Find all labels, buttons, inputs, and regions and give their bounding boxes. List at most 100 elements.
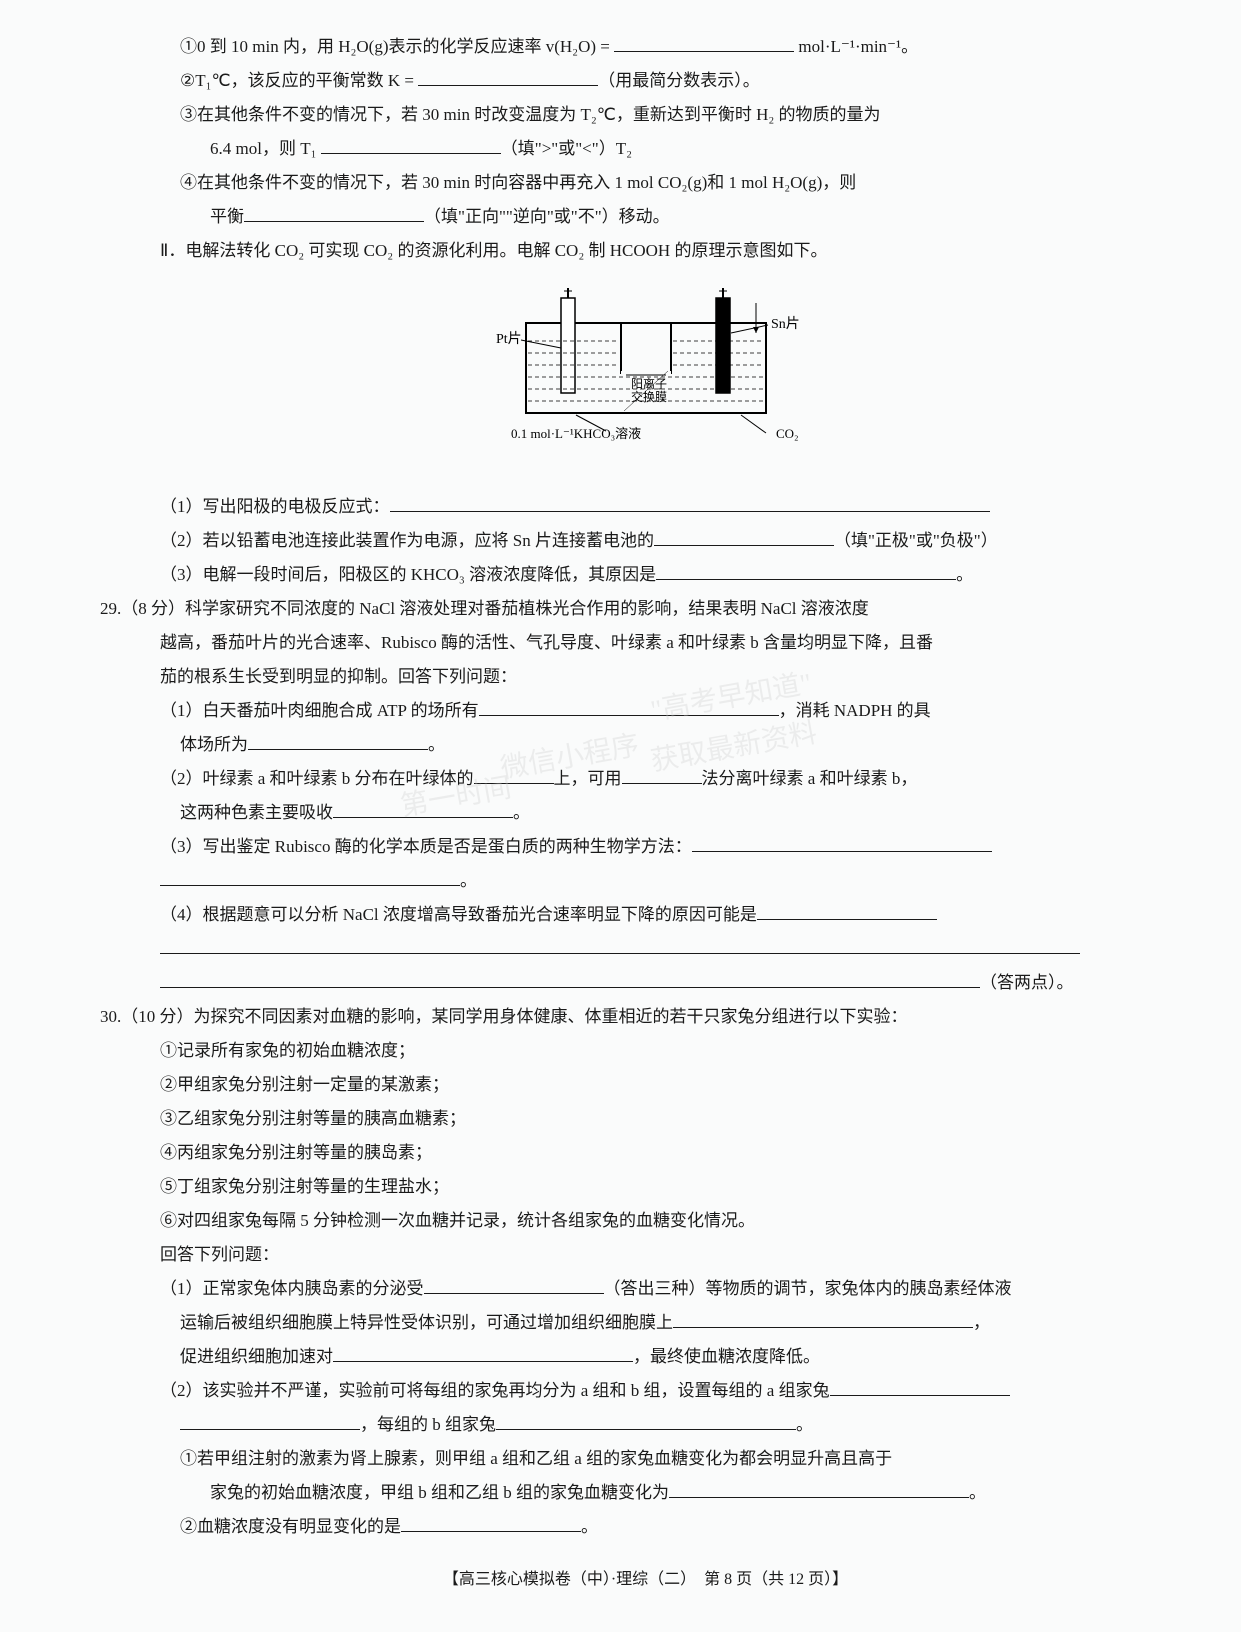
- blank: [622, 766, 702, 784]
- q28-item3c: （填">"或"<"）T₂: [501, 139, 632, 158]
- q29-sub4-blank1: [100, 932, 1191, 966]
- blank: [180, 1412, 360, 1430]
- q29-header2: 越高，番茄叶片的光合速率、Rubisco 酶的活性、气孔导度、叶绿素 a 和叶绿…: [100, 626, 1191, 660]
- blank: [479, 698, 779, 716]
- q30-step6: ⑥对四组家兔每隔 5 分钟检测一次血糖并记录，统计各组家兔的血糖变化情况。: [100, 1204, 1191, 1238]
- q30-step4: ④丙组家兔分别注射等量的胰岛素；: [100, 1136, 1191, 1170]
- q30-step5: ⑤丁组家兔分别注射等量的生理盐水；: [100, 1170, 1191, 1204]
- q30-sub1f: ，最终使血糖浓度降低。: [633, 1347, 820, 1366]
- q29-sub1c-line: 体场所为 。: [100, 728, 1191, 762]
- q28-item1: ①0 到 10 min 内，用 H₂O(g)表示的化学反应速率 v(H₂O) =…: [100, 30, 1191, 64]
- q28-sub2: （2）若以铅蓄电池连接此装置作为电源，应将 Sn 片连接蓄电池的（填"正极"或"…: [100, 524, 1191, 558]
- q28-item2b: （用最简分数表示）。: [598, 71, 760, 90]
- q28-partII: Ⅱ．电解法转化 CO₂ 可实现 CO₂ 的资源化利用。电解 CO₂ 制 HCOO…: [100, 234, 1191, 268]
- q29-sub2b: 上，可用: [554, 769, 622, 788]
- q28-item1-unit: mol·L⁻¹·min⁻¹。: [794, 37, 918, 56]
- membrane-label1: 阳离子: [631, 376, 667, 391]
- q30-sub2b: ，每组的 b 组家兔: [360, 1415, 496, 1434]
- q29-sub3a: （3）写出鉴定 Rubisco 酶的化学本质是否是蛋白质的两种生物学方法：: [160, 837, 692, 856]
- q30-sub2a: （2）该实验并不严谨，实验前可将每组的家兔再均分为 a 组和 b 组，设置每组的…: [160, 1381, 830, 1400]
- q29-sub3: （3）写出鉴定 Rubisco 酶的化学本质是否是蛋白质的两种生物学方法：: [100, 830, 1191, 864]
- q29-sub4b: （答两点）。: [980, 973, 1074, 992]
- q28-item4b: 平衡: [210, 207, 244, 226]
- blank: [496, 1412, 796, 1430]
- q30-sub2-1a: ①若甲组注射的激素为肾上腺素，则甲组 a 组和乙组 a 组的家兔血糖变化为都会明…: [100, 1442, 1191, 1476]
- q30-sub2c: 。: [796, 1415, 813, 1434]
- page-footer: 【高三核心模拟卷（中）·理综（二） 第 8 页（共 12 页）】: [100, 1564, 1191, 1596]
- q30-step1: ①记录所有家兔的初始血糖浓度；: [100, 1034, 1191, 1068]
- q29-sub2e: 。: [513, 803, 530, 822]
- q30-sub1a: （1）正常家兔体内胰岛素的分泌受: [160, 1279, 424, 1298]
- q29-sub2d: 这两种色素主要吸收: [180, 803, 333, 822]
- q29-sub3b-line: 。: [100, 864, 1191, 898]
- q30-step2: ②甲组家兔分别注射一定量的某激素；: [100, 1068, 1191, 1102]
- blank: [160, 936, 1080, 954]
- q29-header: 29.（8 分）科学家研究不同浓度的 NaCl 溶液处理对番茄植株光合作用的影响…: [100, 592, 1191, 626]
- q28-item3b-line: 6.4 mol，则 T₁ （填">"或"<"）T₂: [100, 132, 1191, 166]
- blank: [333, 800, 513, 818]
- q29-sub1c: 体场所为: [180, 735, 248, 754]
- blank: [654, 528, 834, 546]
- q29-header3: 茄的根系生长受到明显的抑制。回答下列问题：: [100, 660, 1191, 694]
- pt-label: Pt片: [496, 331, 522, 347]
- q28-item3b: 6.4 mol，则 T₁: [210, 139, 321, 158]
- q28-sub3: （3）电解一段时间后，阳极区的 KHCO₃ 溶液浓度降低，其原因是。: [100, 558, 1191, 592]
- q28-item4b-line: 平衡 （填"正向""逆向"或"不"）移动。: [100, 200, 1191, 234]
- q29-sub1b: ，消耗 NADPH 的具: [779, 701, 931, 720]
- co2-label: CO₂: [776, 426, 799, 441]
- q28-item2a: ②T₁℃，该反应的平衡常数 K =: [180, 71, 418, 90]
- q28-item4a: ④在其他条件不变的情况下，若 30 min 时向容器中再充入 1 mol CO₂…: [100, 166, 1191, 200]
- solution-label: 0.1 mol·L⁻¹KHCO₃溶液: [511, 426, 641, 441]
- q29-sub2c: 法分离叶绿素 a 和叶绿素 b，: [702, 769, 918, 788]
- blank: [656, 562, 956, 580]
- q28-item1-text: ①0 到 10 min 内，用 H₂O(g)表示的化学反应速率 v(H₂O) =: [180, 37, 614, 56]
- q29-sub1a: （1）白天番茄叶肉细胞合成 ATP 的场所有: [160, 701, 479, 720]
- q30-sub2-2b: 。: [581, 1517, 598, 1536]
- q30-sub2: （2）该实验并不严谨，实验前可将每组的家兔再均分为 a 组和 b 组，设置每组的…: [100, 1374, 1191, 1408]
- q28-item4c: （填"正向""逆向"或"不"）移动。: [424, 207, 670, 226]
- q30-sub1d: ，: [973, 1313, 990, 1332]
- q28-item2: ②T₁℃，该反应的平衡常数 K = （用最简分数表示）。: [100, 64, 1191, 98]
- q30-sub1e-line: 促进组织细胞加速对 ，最终使血糖浓度降低。: [100, 1340, 1191, 1374]
- electrolysis-diagram: Pt片 Sn片 阳离子 交换膜 0.1 mol·L⁻¹KHCO₃溶液 CO₂: [100, 283, 1191, 475]
- blank: [692, 834, 992, 852]
- q29-sub4a: （4）根据题意可以分析 NaCl 浓度增高导致番茄光合速率明显下降的原因可能是: [160, 905, 757, 924]
- q30-sub2-1b-line: 家兔的初始血糖浓度，甲组 b 组和乙组 b 组的家兔血糖变化为。: [100, 1476, 1191, 1510]
- q30-sub1e: 促进组织细胞加速对: [180, 1347, 333, 1366]
- blank: [401, 1514, 581, 1532]
- q28-sub3-text: （3）电解一段时间后，阳极区的 KHCO₃ 溶液浓度降低，其原因是: [160, 565, 656, 584]
- q29-sub1: （1）白天番茄叶肉细胞合成 ATP 的场所有 ，消耗 NADPH 的具: [100, 694, 1191, 728]
- q29-sub2: （2）叶绿素 a 和叶绿素 b 分布在叶绿体的 上，可用 法分离叶绿素 a 和叶绿素…: [100, 762, 1191, 796]
- blank: [248, 732, 428, 750]
- q30-sub2b-line: ，每组的 b 组家兔 。: [100, 1408, 1191, 1442]
- blank: [474, 766, 554, 784]
- q28-item3a: ③在其他条件不变的情况下，若 30 min 时改变温度为 T₂℃，重新达到平衡时…: [100, 98, 1191, 132]
- blank: [160, 868, 460, 886]
- q29-sub1d: 。: [428, 735, 445, 754]
- blank: [390, 494, 990, 512]
- q30-sub2-2-text: ②血糖浓度没有明显变化的是: [180, 1517, 401, 1536]
- membrane-label2: 交换膜: [631, 389, 667, 404]
- blank: [757, 902, 937, 920]
- blank: [830, 1378, 1010, 1396]
- q30-header: 30.（10 分）为探究不同因素对血糖的影响，某同学用身体健康、体重相近的若干只…: [100, 1000, 1191, 1034]
- blank: [673, 1310, 973, 1328]
- q30-sub1c: 运输后被组织细胞膜上特异性受体识别，可通过增加组织细胞膜上: [180, 1313, 673, 1332]
- blank: [244, 204, 424, 222]
- q30-answer: 回答下列问题：: [100, 1238, 1191, 1272]
- q29-sub4-blank2: （答两点）。: [100, 966, 1191, 1000]
- blank: [321, 136, 501, 154]
- q28-sub1: （1）写出阳极的电极反应式：: [100, 490, 1191, 524]
- q30-sub2-2: ②血糖浓度没有明显变化的是 。: [100, 1510, 1191, 1544]
- blank: [424, 1276, 604, 1294]
- q29-sub4: （4）根据题意可以分析 NaCl 浓度增高导致番茄光合速率明显下降的原因可能是: [100, 898, 1191, 932]
- q30-step3: ③乙组家兔分别注射等量的胰高血糖素；: [100, 1102, 1191, 1136]
- q30-sub2-1b: 家兔的初始血糖浓度，甲组 b 组和乙组 b 组的家兔血糖变化为: [210, 1483, 669, 1502]
- sn-label: Sn片: [771, 316, 800, 332]
- q29-sub2a: （2）叶绿素 a 和叶绿素 b 分布在叶绿体的: [160, 769, 474, 788]
- q29-sub2d-line: 这两种色素主要吸收 。: [100, 796, 1191, 830]
- blank: [614, 34, 794, 52]
- blank: [669, 1480, 969, 1498]
- blank: [418, 68, 598, 86]
- q30-sub1b: （答出三种）等物质的调节，家兔体内的胰岛素经体液: [604, 1279, 1012, 1298]
